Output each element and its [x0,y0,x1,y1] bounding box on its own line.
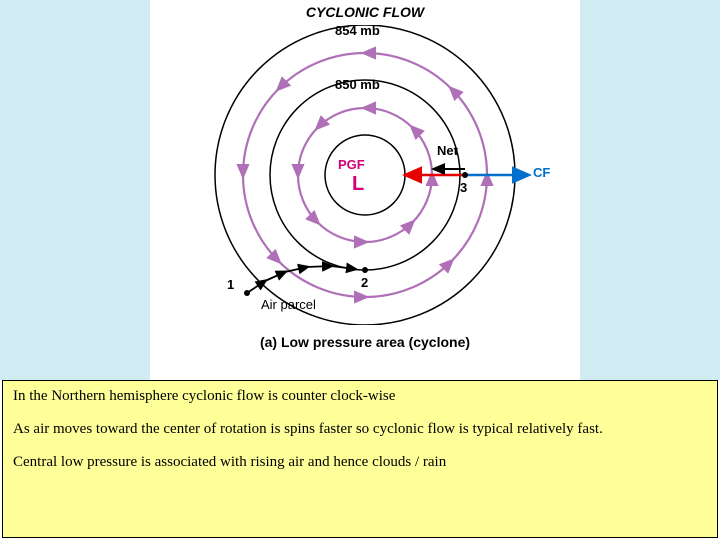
cyclone-diagram: 854 mb 850 mb PGF L Net CF 3 1 2 Air par… [165,25,565,325]
three-label: 3 [460,180,467,195]
note-line-1: In the Northern hemisphere cyclonic flow… [13,387,707,406]
diagram-title: CYCLONIC FLOW [150,4,580,20]
diagram-caption: (a) Low pressure area (cyclone) [150,334,580,350]
one-label: 1 [227,277,234,292]
isobar-854-label: 854 mb [335,23,380,38]
parcel-3-dot [462,172,468,178]
air-parcel-label: Air parcel [261,297,316,312]
note-line-2: As air moves toward the center of rotati… [13,420,707,439]
page: CYCLONIC FLOW [0,0,720,540]
parcel-2-dot [362,267,368,273]
notes-box: In the Northern hemisphere cyclonic flow… [2,380,718,538]
cf-label: CF [533,165,550,180]
diagram-panel: CYCLONIC FLOW [150,0,580,380]
isobar-inner [325,135,405,215]
low-pressure-label: L [352,173,364,196]
two-label: 2 [361,275,368,290]
note-line-3: Central low pressure is associated with … [13,453,707,472]
pgf-label: PGF [338,157,365,172]
net-label: Net [437,143,458,158]
isobar-850-label: 850 mb [335,77,380,92]
